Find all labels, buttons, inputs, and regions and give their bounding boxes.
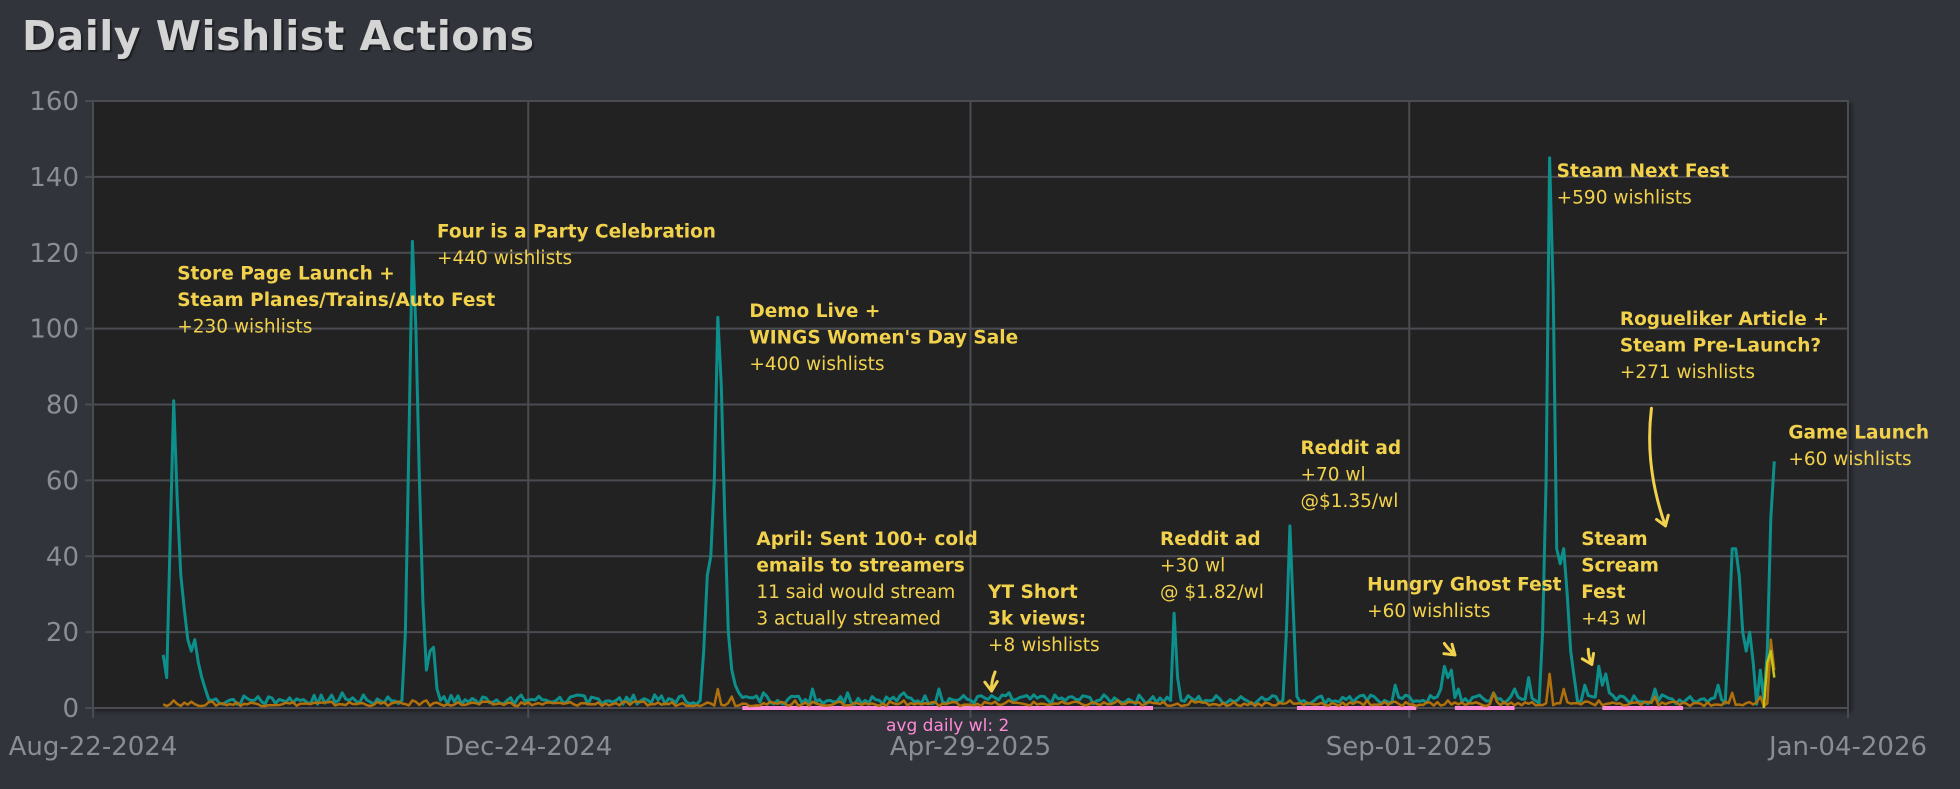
- annotations: Store Page Launch + Steam Planes/Trains/A…: [177, 161, 1929, 656]
- annotation-text: +590 wishlists: [1557, 187, 1692, 208]
- annotation-text: emails to streamers: [756, 555, 964, 576]
- annotation-text: 11 said would stream: [756, 582, 955, 603]
- series-line: [162, 638, 1776, 708]
- annotation-text: YT Short: [987, 582, 1078, 603]
- annotation-text: +271 wishlists: [1620, 362, 1755, 383]
- annotation-text: WINGS Women's Day Sale: [749, 328, 1018, 349]
- y-tick-label: 20: [46, 618, 79, 648]
- annotation-text: +43 wl: [1581, 608, 1646, 629]
- y-tick-label: 60: [46, 466, 79, 496]
- annotation-text: @ $1.82/wl: [1160, 582, 1264, 603]
- x-tick-label: Dec-24-2024: [444, 732, 612, 762]
- annotation-text: Steam Pre-Launch?: [1620, 335, 1821, 356]
- axis-ticks: 0 20 40 60 80 100 120 140 160 Aug-22-2024 Dec-24-2…: [9, 87, 1927, 762]
- annotation-text: @$1.35/wl: [1300, 491, 1398, 512]
- annotation-text: Four is a Party Celebration: [437, 222, 716, 243]
- average-segments: avg daily wl: 2: [742, 706, 1684, 736]
- annotation-text: Reddit ad: [1300, 438, 1401, 459]
- x-tick-label: Aug-22-2024: [9, 732, 178, 762]
- x-tick-label: Apr-29-2025: [890, 732, 1051, 762]
- annotation-text: +440 wishlists: [437, 248, 572, 269]
- annotation-text: Store Page Launch +: [177, 263, 394, 284]
- annotation-text: Reddit ad: [1160, 529, 1261, 550]
- annotation-text: Fest: [1581, 582, 1625, 603]
- series-lines: [161, 156, 1776, 709]
- annotation-arrows: [983, 406, 1670, 693]
- annotation-text: +8 wishlists: [988, 635, 1100, 656]
- annotation-arrowhead: [983, 680, 999, 693]
- annotation-text: Steam Next Fest: [1557, 161, 1730, 182]
- x-tick-label: Jan-04-2026: [1767, 732, 1927, 762]
- series-line: [1762, 649, 1776, 709]
- series-line: [161, 156, 1776, 706]
- annotation-text: +70 wl: [1300, 464, 1365, 485]
- annotation-text: 3 actually streamed: [756, 608, 941, 629]
- annotation-text: Rogueliker Article +: [1620, 309, 1829, 330]
- y-tick-label: 120: [29, 239, 79, 269]
- y-tick-label: 80: [46, 391, 79, 421]
- annotation-text: Steam Planes/Trains/Auto Fest: [177, 290, 495, 311]
- y-tick-label: 140: [29, 163, 79, 193]
- annotation-text: Hungry Ghost Fest: [1367, 574, 1561, 595]
- annotation-text: +400 wishlists: [749, 354, 884, 375]
- annotation-text: Scream: [1581, 555, 1659, 576]
- annotation-text: April: Sent 100+ cold: [756, 529, 977, 550]
- annotation-text: Game Launch: [1788, 423, 1929, 444]
- y-tick-label: 100: [29, 315, 79, 345]
- annotation-text: +230 wishlists: [177, 316, 312, 337]
- annotation-text: +30 wl: [1160, 555, 1225, 576]
- annotation-text: +60 wishlists: [1788, 449, 1911, 470]
- annotation-arrowhead: [1442, 642, 1457, 657]
- y-tick-label: 0: [62, 694, 79, 724]
- annotation-text: Demo Live +: [749, 301, 880, 322]
- annotation-arrowhead: [1580, 652, 1596, 666]
- chart-title: Daily Wishlist Actions: [22, 12, 535, 60]
- annotation-arrow: [1648, 406, 1667, 528]
- annotation-text: Steam: [1581, 529, 1647, 550]
- y-tick-label: 40: [46, 542, 79, 572]
- x-tick-label: Sep-01-2025: [1326, 732, 1493, 762]
- y-tick-label: 160: [29, 87, 79, 117]
- annotation-text: 3k views:: [988, 608, 1086, 629]
- annotation-arrowhead: [1655, 513, 1670, 528]
- annotation-text: +60 wishlists: [1367, 601, 1490, 622]
- average-label: avg daily wl: 2: [886, 716, 1009, 736]
